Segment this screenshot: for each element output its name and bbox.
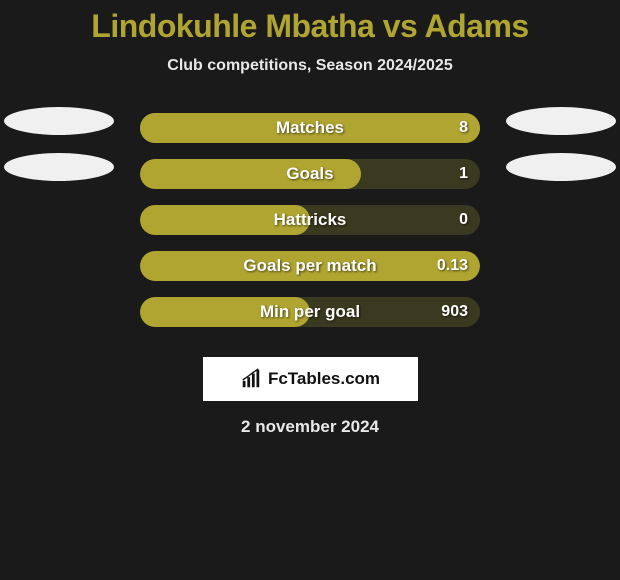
stat-row: Goals1 bbox=[0, 151, 620, 197]
footer-logo-text: FcTables.com bbox=[268, 369, 380, 389]
stats-list: Matches8Goals1Hattricks0Goals per match0… bbox=[0, 105, 620, 335]
stat-label: Matches bbox=[140, 118, 480, 138]
stat-value: 903 bbox=[441, 303, 468, 321]
page-title: Lindokuhle Mbatha vs Adams bbox=[0, 8, 620, 45]
stat-row: Goals per match0.13 bbox=[0, 243, 620, 289]
page-subtitle: Club competitions, Season 2024/2025 bbox=[0, 57, 620, 75]
stat-pill-left bbox=[4, 153, 114, 181]
stat-pill-right bbox=[506, 153, 616, 181]
stat-value: 8 bbox=[459, 119, 468, 137]
stat-pill-left bbox=[4, 107, 114, 135]
stat-bar: Goals per match0.13 bbox=[140, 251, 480, 281]
stat-label: Goals bbox=[140, 164, 480, 184]
stat-value: 1 bbox=[459, 165, 468, 183]
stat-bar: Hattricks0 bbox=[140, 205, 480, 235]
stat-label: Goals per match bbox=[140, 256, 480, 276]
stat-value: 0 bbox=[459, 211, 468, 229]
footer-date: 2 november 2024 bbox=[0, 417, 620, 437]
chart-icon bbox=[240, 368, 262, 390]
stat-pill-right bbox=[506, 107, 616, 135]
footer-logo[interactable]: FcTables.com bbox=[203, 357, 418, 401]
stat-bar: Matches8 bbox=[140, 113, 480, 143]
stat-bar: Min per goal903 bbox=[140, 297, 480, 327]
stat-bar: Goals1 bbox=[140, 159, 480, 189]
stat-row: Min per goal903 bbox=[0, 289, 620, 335]
stat-label: Min per goal bbox=[140, 302, 480, 322]
stat-row: Hattricks0 bbox=[0, 197, 620, 243]
stat-value: 0.13 bbox=[437, 257, 468, 275]
comparison-card: Lindokuhle Mbatha vs Adams Club competit… bbox=[0, 0, 620, 437]
stat-row: Matches8 bbox=[0, 105, 620, 151]
stat-label: Hattricks bbox=[140, 210, 480, 230]
